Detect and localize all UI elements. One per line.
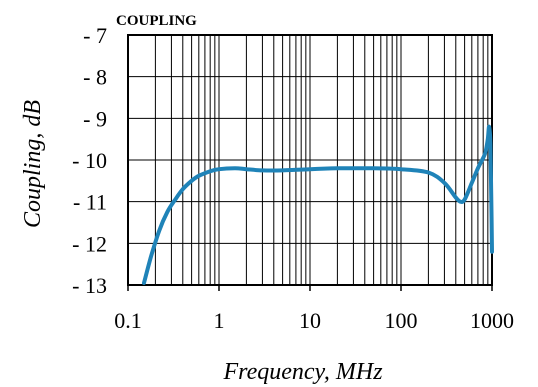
x-tick-label: 1000 xyxy=(470,308,514,333)
y-tick-label: - 10 xyxy=(72,148,107,173)
x-tick-label: 100 xyxy=(385,308,418,333)
y-tick-label: - 13 xyxy=(72,273,107,298)
x-tick-label: 1 xyxy=(214,308,225,333)
x-tick-label: 10 xyxy=(299,308,321,333)
x-axis-label: Frequency, MHz xyxy=(222,359,383,385)
x-tick-label: 0.1 xyxy=(114,308,142,333)
y-tick-label: - 7 xyxy=(83,23,107,48)
grid xyxy=(128,35,492,285)
y-tick-label: - 11 xyxy=(73,190,107,215)
series-layer xyxy=(142,124,494,285)
x-axis: 0.1 1 10 100 1000 xyxy=(114,285,514,333)
y-tick-label: - 12 xyxy=(72,231,107,256)
chart-title: COUPLING xyxy=(116,13,197,29)
y-axis: - 7 - 8 - 9 - 10 - 11 - 12 - 13 xyxy=(72,23,107,298)
y-tick-label: - 9 xyxy=(83,106,107,131)
y-tick-label: - 8 xyxy=(83,65,107,90)
y-axis-label: Coupling, dB xyxy=(20,100,46,228)
series-line xyxy=(142,124,494,285)
